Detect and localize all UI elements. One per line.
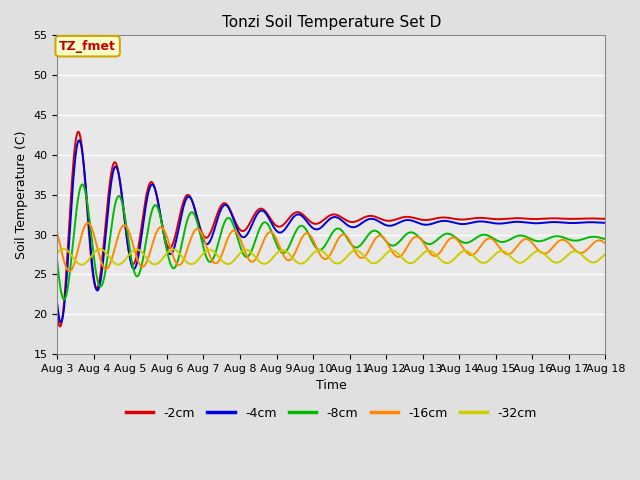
- -8cm: [78, 181, 86, 187]
- -16cm: [602, 240, 609, 246]
- -16cm: [489, 237, 497, 242]
- -4cm: [602, 220, 609, 226]
- -32cm: [237, 249, 245, 255]
- -2cm: [237, 228, 245, 234]
- -2cm: [176, 212, 184, 218]
- Line: -2cm: -2cm: [58, 132, 605, 326]
- -8cm: [537, 238, 545, 244]
- -2cm: [602, 216, 609, 222]
- Line: -4cm: -4cm: [58, 140, 605, 323]
- -16cm: [176, 262, 184, 268]
- -2cm: [56, 324, 64, 329]
- -16cm: [54, 231, 61, 237]
- -8cm: [489, 235, 497, 241]
- -32cm: [417, 252, 425, 258]
- -32cm: [60, 246, 67, 252]
- -16cm: [66, 268, 74, 274]
- -2cm: [74, 129, 82, 134]
- -4cm: [237, 233, 245, 239]
- -32cm: [163, 251, 170, 256]
- -4cm: [54, 302, 61, 308]
- -4cm: [57, 320, 65, 325]
- -2cm: [489, 216, 497, 222]
- -32cm: [176, 252, 184, 257]
- -8cm: [417, 236, 425, 242]
- Y-axis label: Soil Temperature (C): Soil Temperature (C): [15, 131, 28, 259]
- -16cm: [84, 220, 92, 226]
- -16cm: [417, 237, 425, 242]
- -4cm: [537, 220, 545, 226]
- -8cm: [237, 247, 245, 252]
- -4cm: [417, 221, 425, 227]
- -4cm: [176, 219, 184, 225]
- -4cm: [163, 245, 170, 251]
- -32cm: [54, 250, 61, 256]
- -32cm: [602, 251, 609, 257]
- -4cm: [76, 137, 83, 143]
- -16cm: [237, 239, 245, 245]
- Line: -8cm: -8cm: [58, 184, 605, 300]
- -32cm: [489, 254, 497, 260]
- -16cm: [163, 233, 170, 239]
- -16cm: [537, 250, 545, 255]
- Text: TZ_fmet: TZ_fmet: [60, 40, 116, 53]
- X-axis label: Time: Time: [316, 379, 347, 392]
- -4cm: [489, 220, 497, 226]
- -2cm: [537, 216, 545, 222]
- -2cm: [417, 217, 425, 223]
- -8cm: [176, 250, 184, 255]
- -8cm: [54, 260, 61, 266]
- -8cm: [602, 236, 609, 242]
- Legend: -2cm, -4cm, -8cm, -16cm, -32cm: -2cm, -4cm, -8cm, -16cm, -32cm: [121, 402, 542, 425]
- -2cm: [54, 312, 61, 318]
- -2cm: [163, 241, 170, 247]
- -32cm: [537, 249, 545, 254]
- Line: -16cm: -16cm: [58, 223, 605, 271]
- -32cm: [78, 262, 86, 268]
- Title: Tonzi Soil Temperature Set D: Tonzi Soil Temperature Set D: [221, 15, 441, 30]
- Line: -32cm: -32cm: [58, 249, 605, 265]
- -8cm: [163, 246, 170, 252]
- -8cm: [60, 297, 68, 302]
